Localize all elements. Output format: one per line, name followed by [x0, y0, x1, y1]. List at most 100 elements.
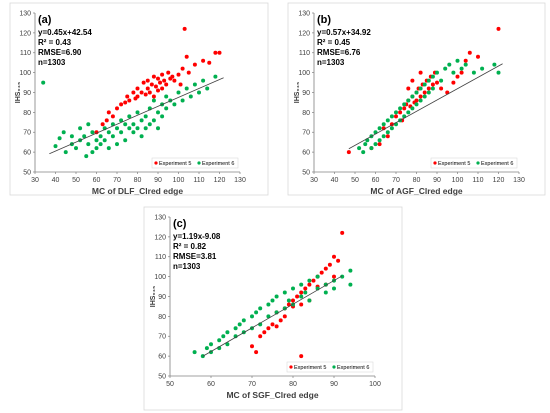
data-point [201, 78, 206, 83]
data-point [184, 86, 189, 91]
data-point [69, 134, 74, 139]
data-point [377, 142, 382, 147]
x-tick-label: 70 [113, 177, 121, 184]
data-point [106, 146, 111, 151]
y-tick-label: 70 [23, 130, 31, 137]
legend-box [286, 361, 374, 373]
data-point [98, 142, 103, 147]
x-tick-label: 60 [93, 177, 101, 184]
data-point [463, 58, 468, 63]
y-tick-label: 130 [19, 10, 31, 17]
data-point [377, 126, 382, 131]
data-point [299, 290, 304, 295]
data-point [145, 86, 150, 91]
stat-line: RMSE=6.76 [317, 48, 361, 57]
data-point [106, 130, 111, 135]
legend-marker [197, 161, 201, 165]
data-point [143, 92, 148, 97]
data-point [418, 70, 423, 75]
data-point [389, 114, 394, 119]
data-point [237, 322, 242, 327]
regression-line [202, 275, 343, 357]
x-tick-label: 40 [52, 177, 60, 184]
data-point [385, 118, 390, 123]
data-point [250, 344, 254, 349]
data-point [254, 350, 259, 355]
y-tick-label: 90 [23, 90, 31, 97]
data-point [225, 330, 230, 335]
data-point [209, 342, 213, 347]
data-point [278, 318, 283, 323]
data-point [119, 118, 124, 123]
y-tick-label: 100 [19, 70, 31, 77]
data-point [135, 86, 140, 91]
data-point [166, 70, 171, 75]
data-point [398, 110, 403, 115]
legend-box [151, 157, 239, 169]
panel-1: 50 60 70 80 90 100 110 120 130 30 40 50 60 70 80 90 100 1… [9, 2, 269, 196]
data-point [90, 130, 95, 135]
y-tick-label: 80 [302, 110, 310, 117]
data-point [110, 134, 115, 139]
data-point [250, 314, 254, 319]
data-point [406, 86, 411, 91]
data-point [414, 98, 419, 103]
data-point [418, 86, 423, 91]
data-point [127, 126, 132, 131]
data-point [435, 70, 439, 75]
x-axis-label: MC of AGF_Clred edge [370, 186, 463, 196]
data-point [451, 80, 456, 85]
x-tick-label: 70 [248, 381, 256, 388]
data-point [451, 70, 456, 75]
y-tick-label: 60 [23, 150, 31, 157]
data-point [377, 138, 382, 143]
y-tick-label: 70 [302, 130, 310, 137]
data-point [139, 134, 144, 139]
data-point [186, 70, 191, 75]
data-point [459, 66, 464, 71]
data-point [319, 270, 324, 275]
stat-line: RMSE=6.90 [38, 48, 82, 57]
data-point [299, 302, 304, 307]
data-point [426, 86, 431, 91]
data-point [225, 342, 230, 347]
data-point [147, 90, 152, 95]
data-point [402, 102, 407, 107]
data-point [303, 290, 308, 295]
stat-line: y=1.19x-9.08 [173, 232, 221, 241]
data-point [213, 50, 218, 55]
legend-entry: Experiment 6 [202, 161, 234, 167]
data-point [406, 110, 411, 115]
stat-line: R² = 0.82 [173, 242, 207, 251]
data-point [414, 90, 419, 95]
data-point [361, 150, 366, 155]
data-point [119, 130, 124, 135]
x-tick-label: 30 [310, 177, 318, 184]
series-experiment-6 [41, 74, 218, 159]
data-point [430, 86, 435, 91]
x-tick-label: 120 [214, 177, 226, 184]
data-point [182, 26, 187, 31]
data-point [385, 130, 390, 135]
data-point [323, 266, 328, 271]
data-point [274, 294, 279, 299]
y-tick-label: 90 [302, 90, 310, 97]
x-tick-label: 130 [234, 177, 246, 184]
data-point [131, 122, 136, 127]
data-point [123, 122, 128, 127]
data-point [131, 130, 136, 135]
data-point [127, 98, 132, 103]
data-point [258, 306, 263, 311]
y-tick-label: 100 [154, 274, 166, 281]
data-point [149, 82, 154, 87]
data-point [299, 354, 304, 359]
data-point [385, 134, 390, 139]
data-point [90, 150, 95, 155]
data-point [381, 134, 386, 139]
data-point [414, 102, 419, 107]
data-point [266, 326, 271, 331]
data-point [299, 294, 304, 299]
data-point [476, 54, 480, 59]
x-axis-label: MC of DLF_Clred edge [92, 186, 183, 196]
legend-box [430, 157, 518, 169]
